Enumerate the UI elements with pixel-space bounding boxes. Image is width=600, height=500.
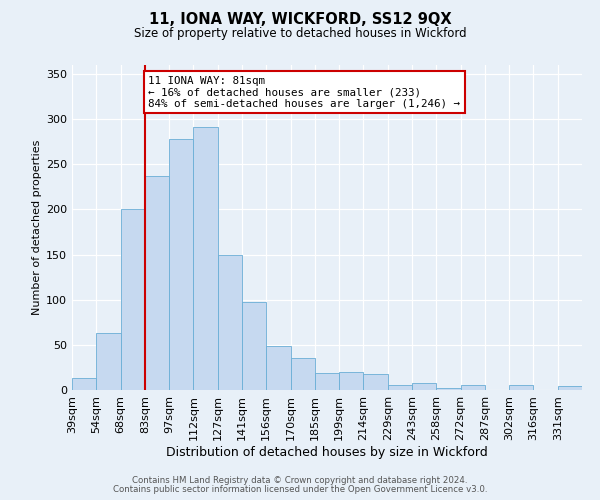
- Bar: [558, 386, 582, 390]
- Bar: [193, 128, 218, 390]
- Bar: [121, 210, 145, 390]
- Bar: [388, 386, 412, 390]
- Bar: [290, 358, 315, 390]
- Bar: [412, 383, 436, 390]
- Bar: [509, 386, 533, 390]
- Bar: [339, 372, 364, 390]
- Text: 11 IONA WAY: 81sqm
← 16% of detached houses are smaller (233)
84% of semi-detach: 11 IONA WAY: 81sqm ← 16% of detached hou…: [149, 76, 461, 109]
- Bar: [364, 374, 388, 390]
- Bar: [266, 346, 290, 390]
- Bar: [436, 388, 461, 390]
- Bar: [96, 333, 121, 390]
- Bar: [145, 176, 169, 390]
- Bar: [242, 302, 266, 390]
- Text: Contains public sector information licensed under the Open Government Licence v3: Contains public sector information licen…: [113, 485, 487, 494]
- Y-axis label: Number of detached properties: Number of detached properties: [32, 140, 42, 315]
- Bar: [72, 378, 96, 390]
- Text: 11, IONA WAY, WICKFORD, SS12 9QX: 11, IONA WAY, WICKFORD, SS12 9QX: [149, 12, 451, 28]
- Bar: [169, 139, 193, 390]
- Text: Contains HM Land Registry data © Crown copyright and database right 2024.: Contains HM Land Registry data © Crown c…: [132, 476, 468, 485]
- Text: Size of property relative to detached houses in Wickford: Size of property relative to detached ho…: [134, 28, 466, 40]
- Bar: [315, 373, 339, 390]
- Bar: [218, 254, 242, 390]
- Bar: [461, 386, 485, 390]
- X-axis label: Distribution of detached houses by size in Wickford: Distribution of detached houses by size …: [166, 446, 488, 458]
